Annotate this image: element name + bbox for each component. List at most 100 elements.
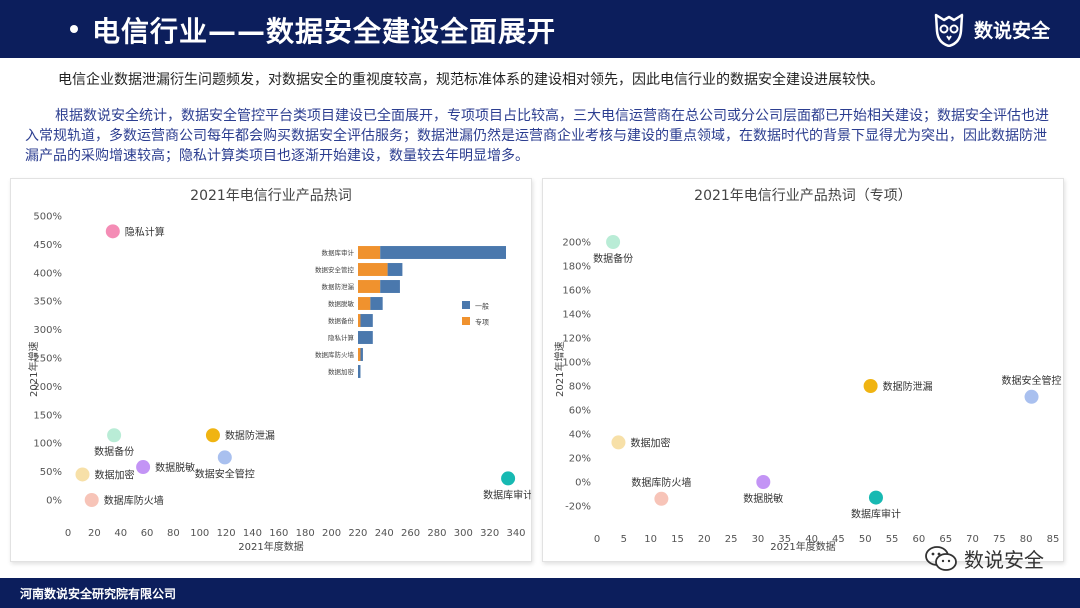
point-label: 数据防泄漏 [883,380,933,393]
point-label: 数据备份 [94,445,134,458]
legend-swatch [462,317,470,325]
y-tick-label: 450% [33,240,62,251]
page-title: 电信行业——数据安全建设全面展开 [92,15,557,48]
inset-bar [360,314,373,327]
wechat-icon [925,545,957,571]
inset-bar [358,280,381,293]
y-tick-label: 250% [33,354,62,365]
inset-bar [358,246,381,259]
x-tick-label: 0 [594,534,600,545]
data-point [501,471,516,486]
chart-title: 2021年电信行业产品热词 [190,188,352,204]
x-tick-label: 260 [401,528,420,539]
inset-bar [387,263,403,276]
x-axis-label: 2021年度数据 [770,542,836,553]
inset-bar [358,331,373,344]
inset-category-label: 数据库审计 [322,248,355,257]
inset-category-label: 数据安全管控 [315,265,355,274]
inset-bar [360,348,363,361]
x-tick-label: 55 [886,534,899,545]
scatter-chart-overall: 0% 50% 100% 150% 200% 250% 300% 350% 400% 450% 500… [33,212,531,540]
x-tick-label: 340 [506,528,525,539]
inset-category-label: 数据脱敏 [328,299,355,308]
analysis-paragraph: 根据数说安全统计，数据安全管控平台类项目建设已全面展开，专项项目占比较高，三大电… [25,108,1049,164]
y-tick-label: 0% [46,496,62,507]
x-axis-label: 2021年度数据 [238,542,304,553]
x-tick-label: 100 [190,528,209,539]
inset-bar [358,314,361,327]
x-tick-label: 40 [805,534,818,545]
x-tick-label: 35 [778,534,791,545]
x-tick-label: 240 [375,528,394,539]
data-point [863,379,878,393]
x-tick-label: 50 [859,534,872,545]
point-label: 数据备份 [593,252,633,265]
inset-bar [380,246,506,259]
x-tick-label: 10 [644,534,657,545]
x-tick-label: 180 [296,528,315,539]
y-tick-label: 60% [569,406,591,417]
x-tick-label: 320 [480,528,499,539]
y-tick-label: 140% [562,310,591,321]
point-label: 数据安全管控 [1002,374,1062,387]
x-tick-label: 30 [752,534,765,545]
x-tick-label: 15 [671,534,684,545]
inset-bar [358,348,361,361]
inset-category-label: 数据防泄漏 [322,282,355,291]
y-tick-label: 350% [33,297,62,308]
inset-category-label: 数据备份 [328,316,355,325]
inset-bar [358,263,388,276]
y-tick-label: -20% [565,502,591,513]
y-tick-label: 20% [569,454,591,465]
data-point [136,460,151,475]
x-tick-label: 70 [966,534,979,545]
x-tick-label: 120 [217,528,236,539]
y-tick-label: 120% [562,334,591,345]
chart-title: 2021年电信行业产品热词（专项） [694,188,912,204]
x-tick-label: 45 [832,534,845,545]
footer-org: 河南数说安全研究院有限公司 [20,587,177,601]
y-tick-label: 0% [575,478,591,489]
x-tick-label: 5 [621,534,627,545]
x-tick-label: 65 [939,534,952,545]
data-point [868,490,883,505]
y-axis-label: 2021年增速 [29,341,40,397]
point-label: 数据库审计 [483,488,531,501]
data-point [205,428,220,443]
inset-category-label: 隐私计算 [328,333,355,342]
x-tick-label: 25 [725,534,738,545]
inset-bar [380,280,400,293]
wechat-account-name: 数说安全 [964,548,1044,572]
inset-bar [370,297,383,310]
legend-label: 专项 [475,318,489,327]
point-label: 数据库防火墙 [631,476,691,489]
point-label: 数据脱敏 [743,492,783,505]
point-label: 数据加密 [630,436,670,449]
y-tick-label: 300% [33,325,62,336]
point-label: 数据安全管控 [195,467,255,480]
data-point [756,475,771,489]
x-tick-label: 40 [114,528,127,539]
x-tick-label: 160 [269,528,288,539]
x-tick-label: 60 [141,528,154,539]
inset-bar [358,297,371,310]
data-point [611,435,626,450]
point-label: 数据库审计 [851,508,901,521]
point-label: 数据脱敏 [155,461,195,474]
data-point [107,428,122,443]
data-point [1024,389,1039,404]
data-point [606,235,621,249]
data-point [654,491,669,506]
x-tick-label: 20 [698,534,711,545]
chart-panel-overall: 0% 50% 100% 150% 200% 250% 300% 350% 400% 450% 500… [10,178,532,562]
y-tick-label: 150% [33,410,62,421]
point-label: 数据加密 [94,468,134,481]
footer-bar: 河南数说安全研究院有限公司 [0,578,1080,608]
inset-bar [358,365,361,378]
x-tick-label: 0 [65,528,71,539]
data-point [105,224,120,239]
y-tick-label: 50% [40,467,62,478]
x-tick-label: 85 [1047,534,1060,545]
y-tick-label: 200% [562,238,591,249]
legend-swatch [462,301,470,309]
